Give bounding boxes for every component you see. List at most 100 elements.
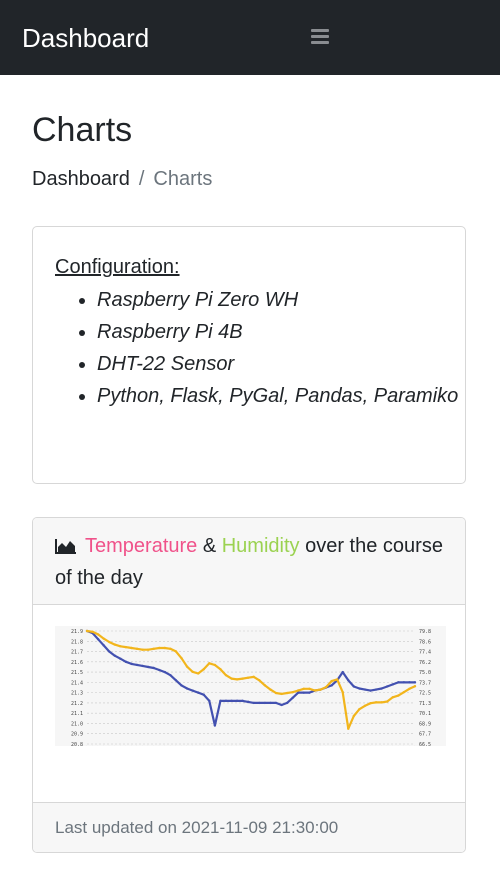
y-left-tick-label: 21.7: [71, 650, 83, 656]
breadcrumb-current: Charts: [153, 168, 213, 190]
data-point: [297, 691, 300, 694]
data-point: [402, 681, 406, 684]
data-point: [102, 644, 105, 647]
data-point: [285, 691, 289, 695]
area-chart-icon: [55, 539, 76, 554]
data-point: [191, 670, 194, 673]
data-point: [119, 657, 122, 660]
y-right-tick-label: 78.6: [419, 639, 431, 645]
data-point: [247, 700, 250, 704]
data-point: [241, 699, 244, 703]
data-point: [413, 685, 417, 688]
data-point: [174, 650, 178, 653]
data-point: [247, 676, 250, 679]
y-right-tick-label: 75.0: [419, 670, 431, 676]
data-point: [108, 650, 111, 653]
y-right-tick-label: 77.4: [419, 650, 431, 656]
data-point: [152, 647, 155, 651]
data-point: [85, 629, 89, 633]
chart-card-footer: Last updated on 2021-11-09 21:30:00: [33, 802, 465, 852]
temperature-humidity-chart[interactable]: 21.9 21.8 21.7 21.6 21.5 21.4 21.3 21.2 21.1 21.0…: [55, 626, 446, 757]
data-point: [369, 702, 372, 705]
data-point: [235, 678, 239, 681]
breadcrumb-separator: /: [138, 168, 145, 190]
configuration-title: Configuration:: [55, 256, 180, 278]
data-point: [185, 665, 189, 668]
data-point: [146, 648, 150, 651]
y-left-tick-label: 21.4: [71, 680, 83, 686]
data-point: [263, 684, 267, 687]
top-navbar: Dashboard: [0, 0, 500, 75]
data-point: [219, 699, 222, 703]
y-right-tick-label: 71.3: [419, 701, 431, 707]
configuration-list: Raspberry Pi Zero WH Raspberry Pi 4B DHT…: [55, 284, 477, 412]
data-point: [130, 646, 133, 650]
data-point: [235, 699, 239, 703]
data-point: [96, 638, 100, 641]
y-left-tick-label: 20.8: [71, 742, 83, 746]
y-right-tick-label: 70.1: [419, 711, 431, 717]
data-point: [358, 687, 361, 690]
data-point: [369, 689, 372, 692]
configuration-card: Configuration: Raspberry Pi Zero WH Rasp…: [32, 226, 466, 484]
data-point: [230, 699, 233, 703]
y-left-tick-label: 21.3: [71, 691, 83, 697]
data-point: [241, 677, 244, 680]
y-right-tick-label: 66.5: [419, 742, 431, 746]
data-point: [363, 688, 367, 691]
y-right-tick-label: 72.5: [419, 691, 431, 697]
data-point: [102, 637, 105, 640]
data-point: [196, 672, 200, 675]
data-point: [280, 692, 283, 696]
data-point: [330, 684, 333, 687]
data-point: [135, 647, 139, 651]
last-updated-text: Last updated on 2021-11-09 21:30:00: [55, 818, 339, 837]
hamburger-menu-icon[interactable]: [311, 29, 329, 45]
data-point: [180, 656, 183, 660]
data-point: [213, 724, 217, 727]
data-point: [152, 666, 155, 670]
config-item: Raspberry Pi Zero WH: [97, 284, 477, 316]
y-left-tick-label: 21.6: [71, 660, 83, 666]
data-point: [408, 687, 411, 690]
data-point: [408, 681, 411, 684]
config-item: Python, Flask, PyGal, Pandas, Paramiko: [97, 380, 477, 412]
chart-card: Temperature & Humidity over the course o…: [32, 517, 466, 853]
data-point: [202, 693, 205, 696]
y-left-tick-label: 21.5: [71, 670, 83, 676]
data-point: [347, 727, 350, 730]
data-point: [224, 699, 228, 703]
data-point: [358, 707, 361, 711]
data-point: [230, 677, 233, 680]
data-point: [180, 684, 183, 687]
data-point: [374, 688, 378, 691]
data-point: [269, 701, 272, 705]
data-point: [297, 689, 300, 692]
data-point: [324, 685, 328, 689]
data-point: [397, 694, 400, 697]
data-point: [374, 701, 378, 704]
ampersand: &: [197, 535, 222, 557]
heading-rest: over the course of the day: [55, 535, 443, 589]
data-point: [158, 646, 161, 650]
y-right-tick-label: 73.7: [419, 680, 431, 686]
data-point: [308, 687, 311, 690]
chart-card-header: Temperature & Humidity over the course o…: [33, 518, 465, 605]
data-point: [335, 678, 339, 681]
data-point: [169, 673, 172, 677]
data-point: [285, 701, 289, 705]
data-point: [274, 691, 278, 695]
data-point: [413, 681, 417, 684]
humidity-label: Humidity: [221, 535, 300, 557]
data-point: [113, 643, 116, 646]
navbar-brand[interactable]: Dashboard: [22, 23, 150, 53]
data-point: [124, 645, 128, 649]
data-point: [169, 647, 172, 651]
data-point: [146, 665, 150, 669]
data-point: [91, 630, 94, 634]
data-point: [119, 645, 122, 648]
data-point: [208, 662, 211, 665]
y-right-tick-label: 79.8: [419, 629, 431, 635]
breadcrumb-dashboard-link[interactable]: Dashboard: [32, 168, 130, 190]
data-point: [347, 679, 350, 682]
